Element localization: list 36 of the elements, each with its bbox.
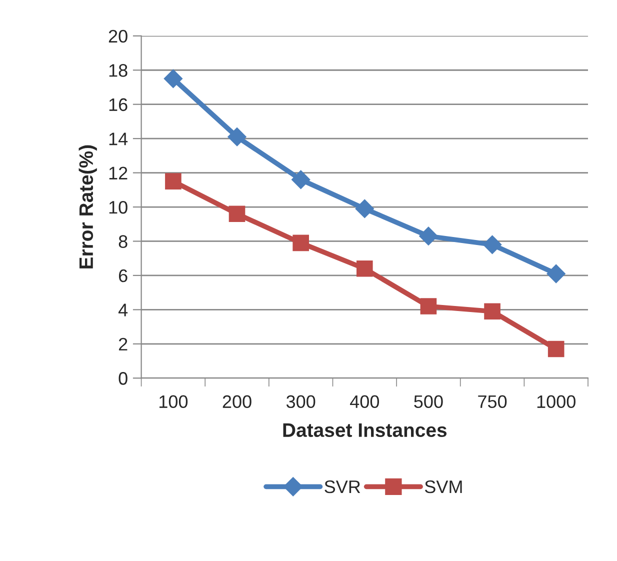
y-tick-label: 16 bbox=[109, 98, 128, 112]
point bbox=[546, 264, 566, 284]
x-tick-label: 1000 bbox=[537, 395, 576, 408]
y-tick-label: 4 bbox=[118, 304, 128, 316]
y-axis-title: Error Rate(%) bbox=[78, 145, 97, 268]
x-tick-label: 200 bbox=[222, 395, 252, 408]
x-tick-label: 300 bbox=[286, 395, 316, 408]
point bbox=[484, 303, 500, 320]
y-tick-label: 8 bbox=[118, 235, 128, 248]
y-tick-label: 18 bbox=[109, 64, 128, 77]
point bbox=[548, 340, 564, 358]
x-tick-label: 500 bbox=[414, 395, 443, 408]
point bbox=[356, 260, 373, 277]
point bbox=[355, 199, 374, 218]
point bbox=[164, 69, 183, 88]
point bbox=[420, 298, 437, 314]
legend-label: SVM bbox=[424, 480, 462, 494]
x-axis-title: Dataset Instances bbox=[283, 423, 447, 438]
y-tick-label: 10 bbox=[109, 200, 128, 214]
y-tick-label: 6 bbox=[118, 269, 128, 282]
x-tick-label: 750 bbox=[478, 395, 507, 408]
x-tick-label: 100 bbox=[160, 395, 188, 408]
legend-label: SVR bbox=[324, 480, 360, 494]
point bbox=[482, 235, 502, 254]
y-tick-label: 12 bbox=[109, 166, 128, 180]
point bbox=[165, 173, 182, 190]
point bbox=[291, 170, 310, 189]
y-tick-label: 14 bbox=[109, 132, 128, 146]
y-tick-label: 0 bbox=[118, 372, 128, 385]
x-tick-label: 400 bbox=[350, 395, 380, 408]
point bbox=[292, 234, 309, 252]
point bbox=[228, 127, 246, 146]
point bbox=[228, 206, 246, 222]
y-tick-label: 20 bbox=[108, 30, 128, 43]
y-tick-label: 2 bbox=[118, 338, 128, 350]
point bbox=[419, 226, 438, 246]
